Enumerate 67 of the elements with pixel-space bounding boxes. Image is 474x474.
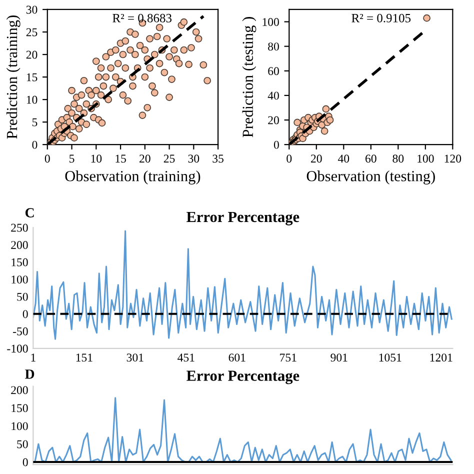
y-tick-label: 50	[17, 292, 28, 301]
y-tick-label: 40	[268, 92, 279, 100]
x-tick-label: 80	[392, 154, 404, 163]
x-tick-label: 20	[140, 154, 150, 163]
annotation: R² = 0.9105	[352, 14, 411, 22]
y-axis-title: Prediction (testing )	[242, 17, 256, 138]
y-tick-label: -100	[7, 344, 28, 353]
chart-title: Error Percentage	[186, 212, 300, 226]
x-tick-label: 5	[70, 154, 74, 163]
y-tick-label: 150	[12, 258, 28, 266]
y-tick-label: 100	[262, 18, 279, 26]
x-tick-label: 151	[76, 354, 92, 362]
y-tick-label: 10	[26, 96, 38, 104]
y-tick-label: 150	[12, 404, 28, 412]
x-tick-label: 100	[418, 154, 434, 163]
y-tick-label: 100	[12, 276, 28, 284]
x-tick-label: 1	[31, 354, 36, 362]
x-tick-label: 15	[116, 154, 126, 163]
x-axis-title: Observation (testing)	[306, 170, 435, 184]
y-axis-title: Prediction (training)	[6, 16, 20, 139]
x-tick-label: 35	[212, 154, 224, 163]
x-axis-title: Observation (training)	[65, 170, 200, 184]
y-tick-label: 25	[26, 28, 38, 36]
y-tick-label: 15	[26, 73, 38, 82]
y-tick-label: 0	[22, 310, 28, 318]
x-tick-label: 10	[91, 154, 102, 163]
y-tick-label: 60	[268, 67, 279, 76]
text: D	[25, 370, 34, 379]
y-tick-label: 200	[11, 241, 28, 249]
point	[294, 118, 301, 126]
x-tick-label: 601	[228, 354, 246, 362]
y-tick-label: 50	[17, 440, 28, 448]
y-tick-label: 250	[11, 224, 28, 232]
x-tick-label: 1201	[430, 354, 452, 362]
chart-title: Error Percentage	[186, 370, 300, 384]
annotation: R² = 0.8683	[112, 14, 172, 22]
y-tick-label: 0	[22, 458, 28, 466]
x-tick-label: 60	[366, 154, 376, 163]
x-tick-label: 901	[330, 354, 348, 362]
x-tick-label: 0	[44, 154, 50, 163]
line-series	[33, 230, 452, 340]
y-tick-label: 20	[268, 116, 279, 124]
x-tick-label: 25	[164, 154, 175, 163]
x-tick-label: 0	[286, 154, 292, 163]
y-tick-label: -50	[13, 327, 28, 336]
point	[326, 116, 334, 124]
x-tick-label: 30	[188, 154, 200, 163]
x-tick-label: 20	[311, 154, 322, 163]
y-tick-label: 0	[32, 140, 38, 149]
x-tick-label: 120	[444, 154, 462, 163]
text: C	[25, 208, 34, 218]
x-tick-label: 1051	[379, 354, 402, 362]
y-tick-label: 30	[26, 6, 38, 14]
point	[423, 14, 430, 22]
x-tick-label: 451	[178, 354, 194, 362]
x-tick-label: 301	[126, 354, 144, 362]
line-series	[34, 397, 452, 463]
y-tick-label: 20	[26, 50, 38, 59]
x-tick-label: 751	[280, 354, 296, 362]
y-tick-label: 80	[268, 42, 279, 51]
y-tick-label: 200	[11, 386, 28, 394]
y-tick-label: 0	[274, 140, 279, 149]
point	[322, 105, 330, 113]
y-tick-label: 100	[12, 422, 28, 430]
point	[320, 127, 328, 135]
y-tick-label: 5	[32, 118, 38, 126]
x-tick-label: 40	[338, 154, 350, 163]
